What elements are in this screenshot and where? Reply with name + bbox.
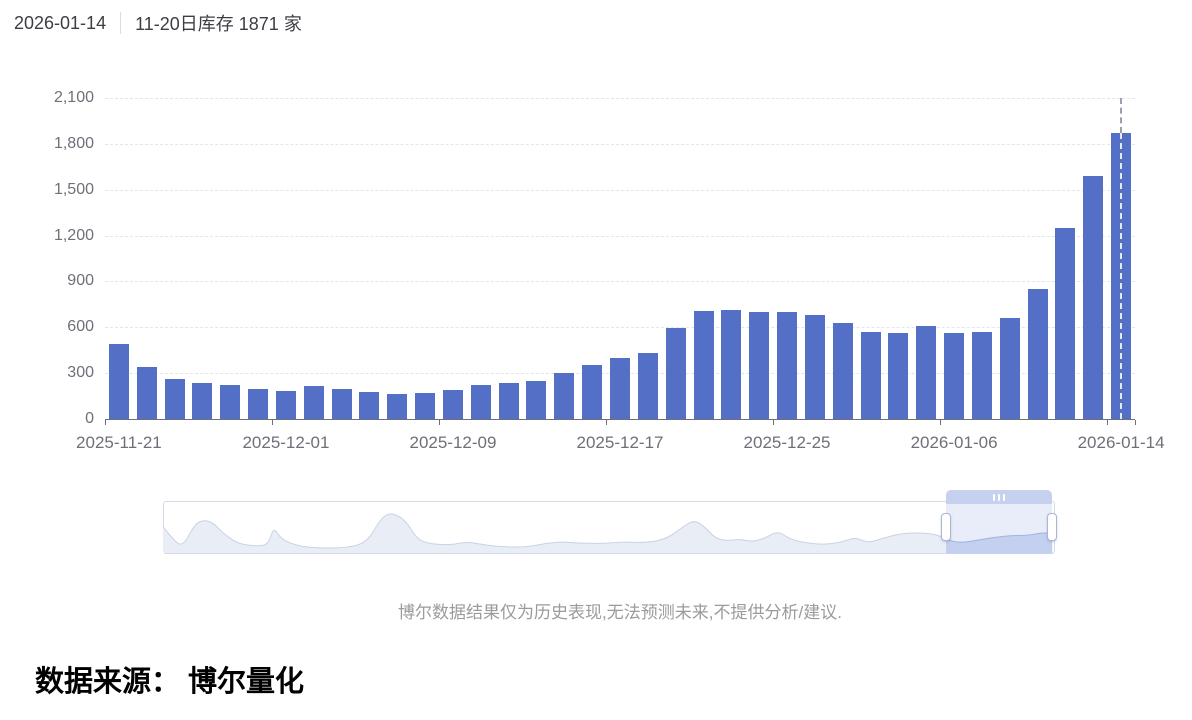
bar[interactable]: [359, 392, 380, 419]
x-axis-tick: [1107, 420, 1109, 425]
x-axis-tick: [1135, 420, 1136, 425]
x-axis-label: 2026-01-14: [1077, 433, 1165, 452]
datazoom-minimap: [163, 513, 1053, 553]
y-axis-label: 1,500: [53, 180, 94, 198]
header-divider: [120, 12, 122, 34]
marker-dashed-line: [1120, 133, 1123, 419]
bar[interactable]: [916, 326, 937, 419]
bar[interactable]: [944, 332, 965, 419]
header-title: 11-20日库存 1871 家: [135, 14, 302, 34]
y-axis-label: 600: [67, 318, 94, 336]
bar[interactable]: [777, 311, 798, 419]
y-axis-label: 2,100: [53, 89, 94, 106]
bar[interactable]: [860, 331, 881, 419]
x-axis-tick: [940, 420, 942, 425]
bar[interactable]: [665, 328, 686, 419]
datazoom-right-handle[interactable]: [1047, 513, 1058, 541]
data-source: 数据来源： 博尔量化: [35, 666, 305, 698]
bar[interactable]: [554, 373, 575, 419]
x-axis-label: 2025-12-17: [576, 433, 664, 452]
bar[interactable]: [1027, 289, 1048, 419]
bar[interactable]: [192, 382, 213, 419]
datazoom-window[interactable]: [946, 501, 1053, 554]
bar[interactable]: [888, 333, 909, 419]
bar[interactable]: [108, 344, 129, 419]
bar[interactable]: [971, 332, 992, 419]
x-axis-label: 2025-12-09: [409, 433, 497, 452]
x-axis-tick: [272, 420, 274, 425]
bar[interactable]: [832, 322, 853, 419]
bar[interactable]: [999, 317, 1020, 419]
x-axis-label: 2025-11-21: [76, 433, 162, 452]
grid-line: [105, 327, 1135, 329]
marker-dashed-line: [1120, 98, 1123, 133]
bar[interactable]: [526, 381, 547, 419]
x-axis-tick: [773, 420, 775, 425]
bar[interactable]: [470, 385, 491, 419]
bar[interactable]: [248, 389, 269, 419]
x-axis-tick: [105, 420, 106, 425]
bar[interactable]: [693, 310, 714, 419]
y-axis-label: 0: [85, 410, 94, 427]
bar[interactable]: [1055, 228, 1076, 419]
bar[interactable]: [804, 315, 825, 419]
x-axis-tick: [439, 420, 441, 425]
x-axis-label: 2025-12-01: [242, 433, 330, 452]
datazoom-move-handle[interactable]: [946, 490, 1053, 504]
y-axis-label: 900: [67, 272, 94, 290]
disclaimer-text: 博尔数据结果仅为历史表现,无法预测未来,不提供分析/建议.: [398, 603, 842, 622]
bar[interactable]: [582, 365, 603, 419]
bar[interactable]: [1083, 176, 1104, 419]
bar[interactable]: [331, 389, 352, 419]
bar[interactable]: [498, 383, 519, 419]
bar[interactable]: [637, 353, 658, 419]
bar[interactable]: [415, 392, 436, 419]
grid-line: [105, 98, 1135, 99]
bar[interactable]: [610, 358, 630, 419]
grid-line: [105, 189, 1135, 191]
grid-line: [105, 235, 1135, 237]
bar[interactable]: [136, 367, 157, 419]
bar[interactable]: [442, 389, 463, 419]
y-axis-label: 1,200: [53, 226, 94, 244]
bar[interactable]: [164, 378, 185, 419]
datazoom-left-handle[interactable]: [941, 513, 952, 541]
x-axis-label: 2025-12-25: [743, 433, 831, 452]
bar[interactable]: [387, 394, 408, 419]
y-axis-label: 1,800: [53, 134, 94, 152]
header: 2026-01-14 11-20日库存 1871 家: [14, 10, 302, 36]
x-axis-label: 2026-01-06: [910, 433, 998, 452]
grid-line: [105, 281, 1135, 283]
bar[interactable]: [275, 391, 296, 419]
bar[interactable]: [303, 386, 324, 419]
bar[interactable]: [220, 384, 241, 419]
bar[interactable]: [749, 312, 770, 419]
bar[interactable]: [721, 310, 742, 419]
x-axis-tick: [606, 420, 608, 425]
x-axis-line: [105, 419, 1135, 420]
grid-line: [105, 143, 1135, 145]
y-axis-label: 300: [67, 364, 94, 382]
header-date: 2026-01-14: [14, 12, 107, 33]
